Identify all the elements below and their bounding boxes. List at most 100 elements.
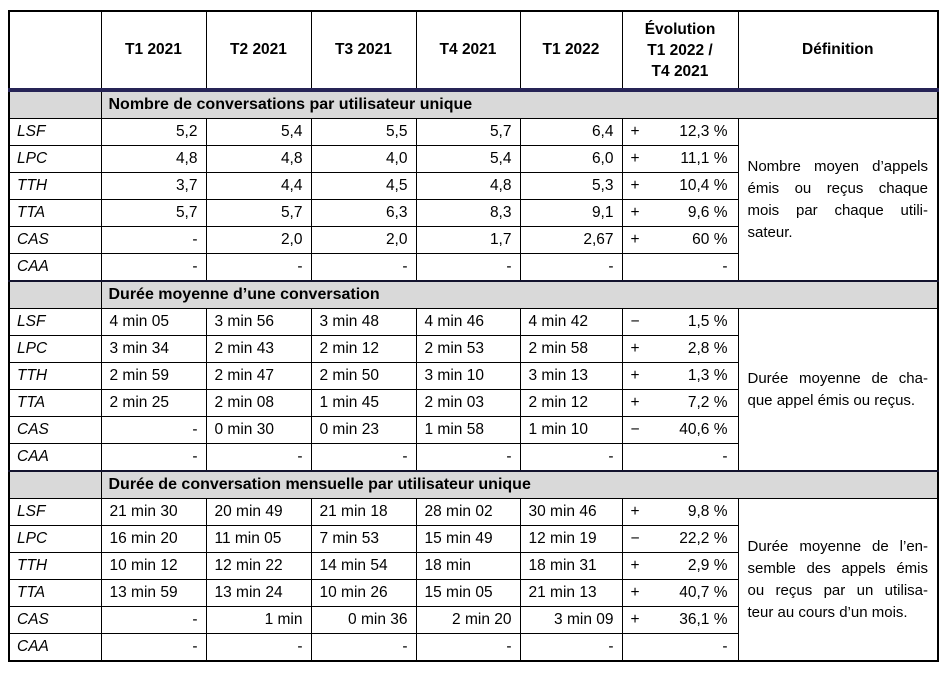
data-row: CAS -2,0 2,0 1,7 2,67 +60 % bbox=[8, 226, 938, 254]
definition-line: Nombre moyen d’appels bbox=[747, 157, 929, 175]
band-corner-cell bbox=[8, 88, 102, 119]
value-cell: 4,8 bbox=[415, 172, 521, 200]
value-cell: 3 min 56 bbox=[205, 308, 312, 336]
value-cell: 2 min 50 bbox=[310, 362, 417, 390]
evolution-sign: + bbox=[630, 557, 640, 574]
value-cell: 2,0 bbox=[205, 226, 312, 254]
definition-line: émis ou reçus chaque bbox=[747, 179, 929, 197]
value-cell: 0 min 23 bbox=[310, 416, 417, 444]
evolution-wrap: +36,1 % bbox=[623, 611, 737, 629]
value-cell: 1 min 10 bbox=[519, 416, 623, 444]
value-cell: 0 min 36 bbox=[310, 606, 417, 634]
value-cell: - bbox=[310, 253, 417, 282]
value-cell: 4 min 42 bbox=[519, 308, 623, 336]
evolution-value: 9,6 % bbox=[687, 204, 728, 221]
definition-line: ou reçus par un utilisa- bbox=[747, 581, 929, 599]
definition-cell: Nombre moyen d’appels émis ou reçus chaqu… bbox=[737, 118, 939, 282]
value-cell: 3 min 09 bbox=[519, 606, 623, 634]
value-cell: - bbox=[205, 253, 312, 282]
value-cell: 2 min 12 bbox=[310, 335, 417, 363]
evolution-cell: +1,3 % bbox=[621, 362, 739, 390]
evolution-value: 40,6 % bbox=[679, 421, 728, 438]
evolution-cell: +7,2 % bbox=[621, 389, 739, 417]
evolution-header-line: T4 2021 bbox=[651, 62, 709, 80]
value-cell: 11 min 05 bbox=[205, 525, 312, 553]
evolution-cell: +10,4 % bbox=[621, 172, 739, 200]
value-cell: 2 min 12 bbox=[519, 389, 623, 417]
row-label: TTH bbox=[8, 362, 102, 390]
definition-line: Durée moyenne de cha- bbox=[747, 369, 929, 387]
definition-cell: Durée moyenne de l’en-semble des appels … bbox=[737, 498, 939, 662]
row-label: CAA bbox=[8, 633, 102, 662]
evolution-sign: + bbox=[630, 611, 640, 628]
evolution-value: 60 % bbox=[692, 231, 728, 248]
definition-line: semble des appels émis bbox=[747, 559, 929, 577]
evolution-value: 10,4 % bbox=[679, 177, 728, 194]
row-label: LPC bbox=[8, 525, 102, 553]
value-cell: 2 min 25 bbox=[100, 389, 207, 417]
value-cell: 13 min 59 bbox=[100, 579, 207, 607]
value-cell: 6,0 bbox=[519, 145, 623, 173]
value-cell: - bbox=[205, 633, 312, 662]
col-header-t1-2022: T1 2022 bbox=[519, 10, 623, 91]
data-row: TTH 3,7 4,4 4,5 4,8 5,3 +10,4 % bbox=[8, 172, 938, 200]
row-label: TTA bbox=[8, 199, 102, 227]
value-cell: 0 min 30 bbox=[205, 416, 312, 444]
evolution-value: 7,2 % bbox=[687, 394, 728, 411]
evolution-sign: + bbox=[630, 177, 640, 194]
evolution-wrap: − 40,6 % bbox=[623, 421, 737, 439]
value-cell: 4 min 05 bbox=[100, 308, 207, 336]
evolution-header-line: Évolution bbox=[644, 20, 716, 38]
value-cell: - bbox=[519, 633, 623, 662]
row-label: CAA bbox=[8, 253, 102, 282]
evolution-value: 11,1 % bbox=[680, 150, 728, 167]
data-row: CAA - - - - - - bbox=[8, 633, 938, 662]
evolution-cell: - bbox=[621, 443, 739, 472]
col-header-definition: Définition bbox=[737, 10, 939, 91]
evolution-cell: +40,7 % bbox=[621, 579, 739, 607]
value-cell: 13 min 24 bbox=[205, 579, 312, 607]
value-cell: 20 min 49 bbox=[205, 498, 312, 526]
evolution-wrap: - bbox=[623, 638, 737, 656]
evolution-value: 22,2 % bbox=[679, 530, 728, 547]
value-cell: 5,4 bbox=[205, 118, 312, 146]
evolution-wrap: +2,9 % bbox=[623, 557, 737, 575]
value-cell: 7 min 53 bbox=[310, 525, 417, 553]
row-label: TTA bbox=[8, 389, 102, 417]
value-cell: 2 min 03 bbox=[415, 389, 521, 417]
value-cell: 15 min 05 bbox=[415, 579, 521, 607]
value-cell: 5,7 bbox=[205, 199, 312, 227]
value-cell: 1 min 45 bbox=[310, 389, 417, 417]
evolution-sign: + bbox=[630, 231, 640, 248]
evolution-cell: +2,8 % bbox=[621, 335, 739, 363]
value-cell: 16 min 20 bbox=[100, 525, 207, 553]
evolution-value: 2,9 % bbox=[687, 557, 728, 574]
col-header-t4-2021: T4 2021 bbox=[415, 10, 521, 91]
definition-line: sateur. bbox=[747, 223, 793, 241]
value-cell: 4,4 bbox=[205, 172, 312, 200]
value-cell: 10 min 12 bbox=[100, 552, 207, 580]
evolution-value: 36,1 % bbox=[679, 611, 728, 628]
value-cell: 18 min bbox=[415, 552, 521, 580]
col-header-t2-2021: T2 2021 bbox=[205, 10, 312, 91]
evolution-value: 12,3 % bbox=[679, 123, 728, 140]
value-cell: 6,3 bbox=[310, 199, 417, 227]
evolution-value: - bbox=[722, 638, 728, 655]
definition-line: Durée moyenne de l’en- bbox=[747, 537, 929, 555]
row-label: LSF bbox=[8, 308, 102, 336]
value-cell: 8,3 bbox=[415, 199, 521, 227]
value-cell: - bbox=[415, 443, 521, 472]
data-row: TTA 13 min 59 13 min 24 10 min 26 15 min 05 2… bbox=[8, 579, 938, 607]
statistics-table: T1 2021 T2 2021 T3 2021 T4 2021 T1 2022 … bbox=[8, 10, 939, 662]
value-cell: 2 min 08 bbox=[205, 389, 312, 417]
section-title: Durée moyenne d’une conversation bbox=[100, 280, 939, 309]
value-cell: - bbox=[100, 443, 207, 472]
evolution-wrap: − 1,5 % bbox=[623, 313, 737, 331]
evolution-cell: − 40,6 % bbox=[621, 416, 739, 444]
definition-line: teur au cours d’un mois. bbox=[747, 603, 908, 621]
value-cell: 21 min 13 bbox=[519, 579, 623, 607]
section-title: Durée de conversation mensuelle par util… bbox=[100, 470, 939, 499]
evolution-wrap: +9,8 % bbox=[623, 503, 737, 521]
row-label: LSF bbox=[8, 498, 102, 526]
evolution-value: 9,8 % bbox=[687, 503, 728, 520]
